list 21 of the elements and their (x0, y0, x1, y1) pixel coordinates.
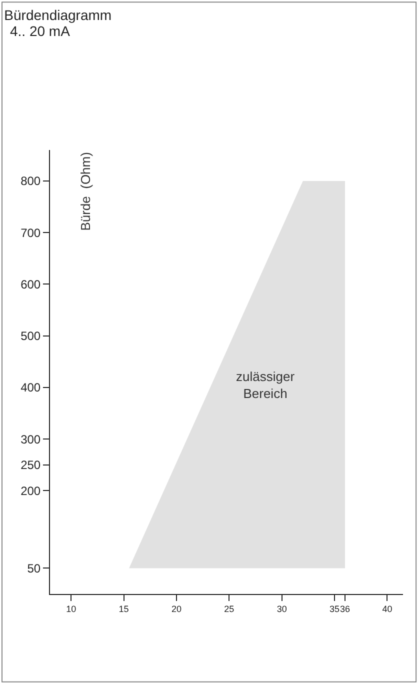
y-axis-title: Bürde (Ohm) (78, 152, 93, 231)
x-tick-label: 20 (171, 604, 182, 614)
x-tick-label: 10 (66, 604, 76, 614)
y-tick-label: 400 (20, 380, 41, 395)
y-tick-label: 300 (20, 432, 41, 446)
y-tick-label: 250 (20, 458, 41, 472)
y-tick-label: 600 (20, 277, 41, 292)
y-tick-label: 500 (20, 329, 41, 344)
y-tick-label: 50 (27, 561, 41, 576)
x-tick-label: 35 (330, 604, 340, 614)
y-tick-label: 700 (20, 226, 41, 240)
y-tick-label: 800 (20, 174, 41, 188)
chart-subtitle: 4.. 20 mA (10, 23, 71, 39)
x-tick-label: 30 (276, 604, 287, 614)
x-tick-label: 36 (340, 604, 350, 614)
x-tick-label: 40 (382, 604, 392, 614)
x-tick-label: 15 (118, 604, 129, 614)
x-tick-label: 25 (224, 604, 234, 614)
annotation: zulässiger Bereich (236, 369, 296, 401)
chart-title: Bürdendiagramm (4, 7, 112, 24)
y-tick-label: 200 (20, 484, 41, 498)
